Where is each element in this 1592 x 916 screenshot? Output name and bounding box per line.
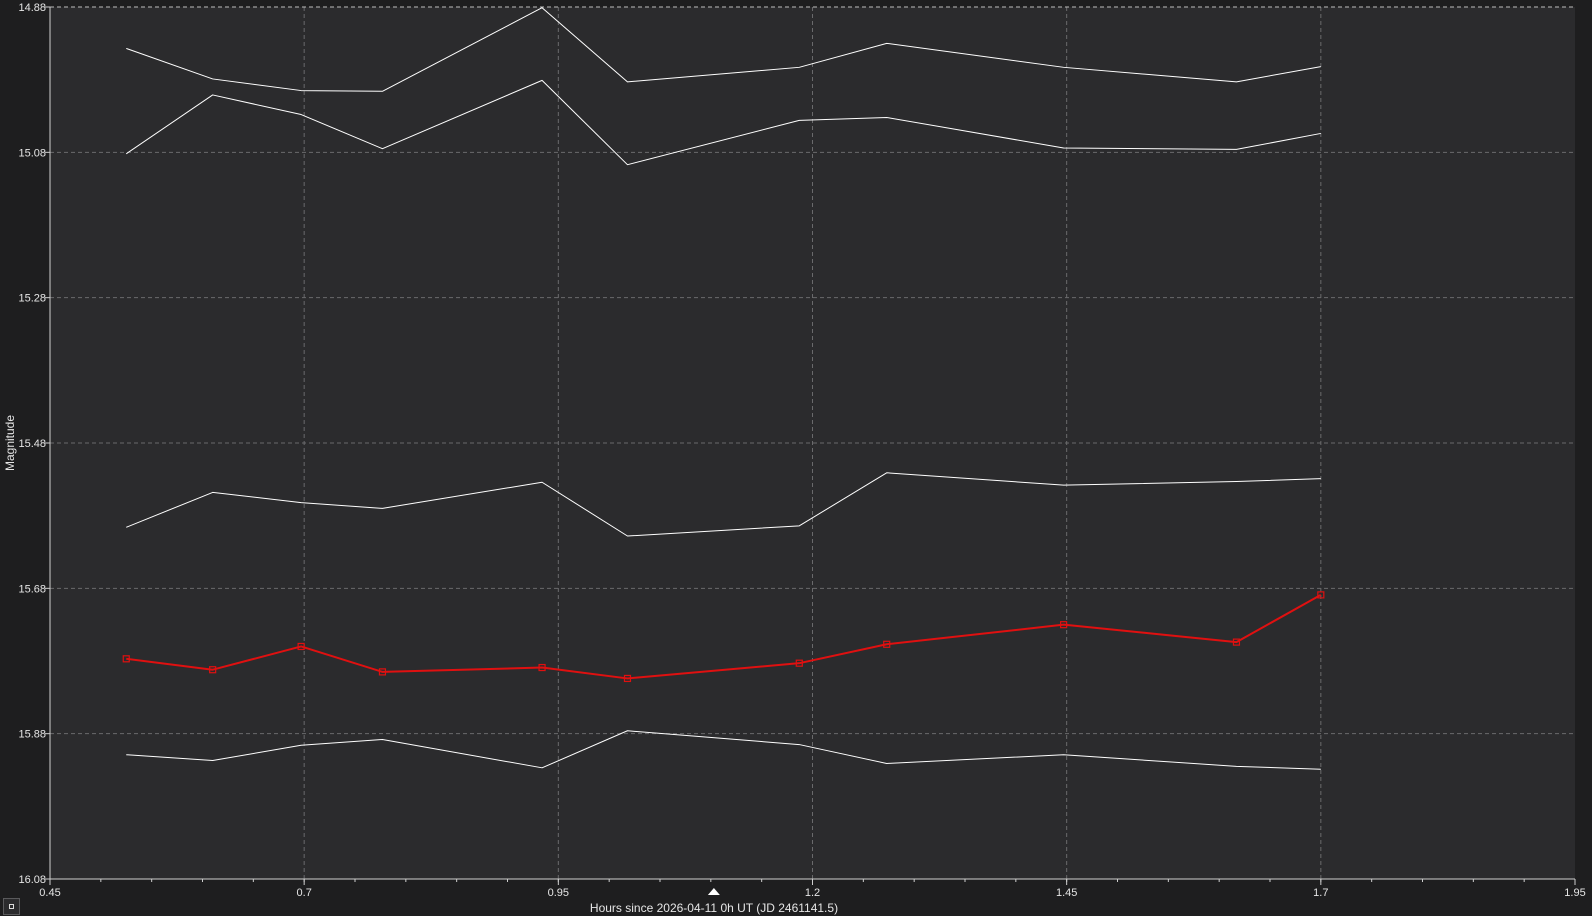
data-point-marker[interactable] <box>209 666 217 674</box>
x-tick-labels: 0.45 0.7 0.95 1.2 1.45 1.7 1.95 <box>39 887 1585 899</box>
y-tick-label: 16.08 <box>18 874 46 886</box>
y-tick-label: 15.88 <box>18 729 46 741</box>
x-tick-label: 1.95 <box>1564 887 1585 899</box>
data-point-marker[interactable] <box>623 674 632 683</box>
y-tick-label: 15.28 <box>18 293 46 305</box>
x-tick-label: 1.2 <box>805 887 820 899</box>
data-point-marker[interactable] <box>1060 621 1068 629</box>
x-tick-label: 0.95 <box>548 887 569 899</box>
y-tick-label: 15.68 <box>18 583 46 595</box>
y-tick-label: 14.88 <box>18 2 46 14</box>
tick-marks <box>45 6 1576 885</box>
x-tick-label: 1.7 <box>1313 887 1328 899</box>
series-line-4 <box>126 594 1322 680</box>
data-point-marker[interactable] <box>795 659 803 667</box>
y-tick-label: 15.08 <box>18 147 46 159</box>
data-point-marker[interactable] <box>378 668 387 676</box>
series-line-2 <box>125 79 1321 166</box>
series-line-3 <box>126 472 1321 537</box>
y-axis-label: Magnitude <box>3 415 17 471</box>
x-axis-label: Hours since 2026-04-11 0h UT (JD 2461141… <box>590 901 838 915</box>
x-tick-label: 0.7 <box>297 887 312 899</box>
data-point-marker[interactable] <box>122 655 130 663</box>
x-tick-label: 1.45 <box>1056 887 1077 899</box>
data-point-marker[interactable] <box>297 642 305 651</box>
data-point-marker[interactable] <box>883 640 891 648</box>
series-line-5 <box>126 730 1321 770</box>
y-tick-labels: 14.88 15.08 15.28 15.48 15.68 15.88 16.08 <box>18 2 46 886</box>
y-tick-label: 15.48 <box>18 438 46 450</box>
data-point-marker[interactable] <box>1232 638 1241 646</box>
x-tick-label: 0.45 <box>39 887 60 899</box>
data-point-marker[interactable] <box>538 663 546 672</box>
data-point-marker[interactable] <box>1317 591 1325 599</box>
series-group <box>122 7 1325 770</box>
series-line-1 <box>126 7 1321 92</box>
time-marker-triangle-icon[interactable] <box>707 888 720 895</box>
corner-square-button[interactable] <box>3 898 20 915</box>
grid <box>50 7 1575 879</box>
